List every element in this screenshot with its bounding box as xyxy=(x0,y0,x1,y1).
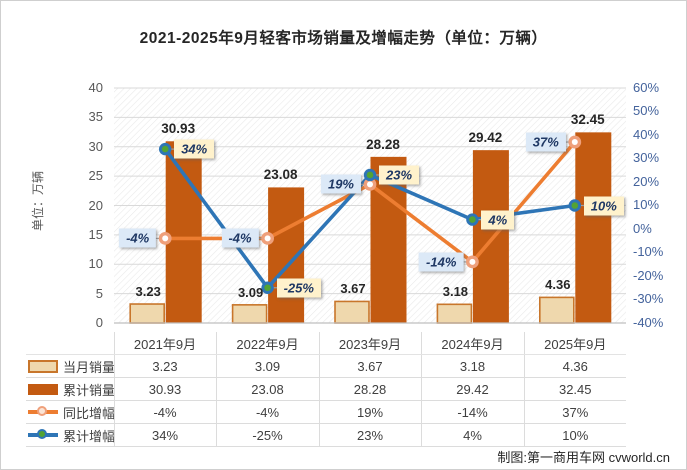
marker-yoy-inner xyxy=(367,181,373,188)
cell-month-2021: 3.23 xyxy=(113,354,216,378)
cell-month-2023: 3.67 xyxy=(318,354,421,378)
legend-cum-growth-label: 累计增幅 xyxy=(63,428,114,444)
cell-cum-2024: 29.42 xyxy=(420,377,524,401)
cell-cumg-2023: 23% xyxy=(318,423,421,447)
table-header-2022: 2022年9月 xyxy=(215,332,319,355)
cell-cumg-2021: 34% xyxy=(113,423,216,447)
cell-cum-2021: 30.93 xyxy=(113,377,216,401)
marker-cum-inner xyxy=(366,171,374,179)
cell-month-2022: 3.09 xyxy=(215,354,319,378)
marker-cum-inner xyxy=(264,284,271,292)
legend-month-swatch-icon xyxy=(28,359,58,373)
cell-cumg-2022: -25% xyxy=(215,423,319,447)
bar-cumulative-2024年9月 xyxy=(472,150,509,323)
cell-cumg-2024: 4% xyxy=(420,423,524,447)
cell-month-2025: 4.36 xyxy=(523,354,626,378)
chart-title: 2021-2025年9月轻客市场销量及增幅走势（单位：万辆） xyxy=(139,30,548,47)
bar-month-2024年9月 xyxy=(436,303,473,324)
marker-yoy-inner xyxy=(469,258,476,265)
table-row-cumulative-growth: 累计增幅 34% -25% 23% 4% 10% xyxy=(26,423,626,447)
marker-cum-inner xyxy=(469,216,476,223)
legend-month-sales: 当月销量 xyxy=(26,354,114,378)
footer-credit: 制图:第一商用车网 cvworld.cn xyxy=(497,450,670,465)
bar-month-2021年9月 xyxy=(129,303,165,324)
cell-yoy-2023: 19% xyxy=(318,400,421,424)
cell-cum-2022: 23.08 xyxy=(215,377,319,401)
table-header-row: 2021年9月 2022年9月 2023年9月 2024年9月 2025年9月 xyxy=(26,332,626,355)
table-header-2023: 2023年9月 xyxy=(318,332,421,355)
legend-month-label: 当月销量 xyxy=(63,359,114,375)
bar-month-2023年9月 xyxy=(334,300,370,324)
cell-cum-2025: 32.45 xyxy=(523,377,626,401)
marker-yoy-inner xyxy=(264,235,271,242)
legend-yoy-marker-icon xyxy=(28,406,58,417)
bar-cumulative-2025年9月 xyxy=(575,132,612,323)
cell-month-2024: 3.18 xyxy=(420,354,524,378)
cell-cum-2023: 28.28 xyxy=(318,377,421,401)
cell-yoy-2025: 37% xyxy=(523,400,626,424)
marker-cum-inner xyxy=(571,202,579,209)
legend-yoy-growth: 同比增幅 xyxy=(26,400,114,424)
legend-cumulative-swatch-icon xyxy=(28,383,58,395)
table-header-2025: 2025年9月 xyxy=(523,332,626,355)
cell-yoy-2022: -4% xyxy=(215,400,319,424)
legend-yoy-label: 同比增幅 xyxy=(63,405,114,421)
cell-yoy-2024: -14% xyxy=(420,400,524,424)
marker-cum-inner xyxy=(161,145,169,153)
table-row-month-sales: 当月销量 3.23 3.09 3.67 3.18 4.36 xyxy=(26,354,626,378)
legend-cumulative-label: 累计销量 xyxy=(63,382,114,398)
table-row-cumulative-sales: 累计销量 30.93 23.08 28.28 29.42 32.45 xyxy=(26,377,626,401)
marker-yoy-inner xyxy=(571,139,578,146)
bar-month-2022年9月 xyxy=(231,304,268,324)
cell-yoy-2021: -4% xyxy=(113,400,216,424)
marker-yoy-inner xyxy=(162,235,169,242)
data-table: 2021年9月 2022年9月 2023年9月 2024年9月 2025年9月 … xyxy=(26,332,626,447)
legend-cum-growth-marker-icon xyxy=(28,429,58,440)
bar-month-2025年9月 xyxy=(538,296,575,324)
legend-cumulative-sales: 累计销量 xyxy=(26,377,114,401)
bar-cumulative-2021年9月 xyxy=(165,141,202,323)
table-row-yoy-growth: 同比增幅 -4% -4% 19% -14% 37% xyxy=(26,400,626,424)
cell-cumg-2025: 10% xyxy=(523,423,626,447)
table-corner-cell xyxy=(26,332,114,355)
legend-cumulative-growth: 累计增幅 xyxy=(26,423,114,447)
table-header-2021: 2021年9月 xyxy=(113,332,216,355)
table-header-2024: 2024年9月 xyxy=(420,332,524,355)
